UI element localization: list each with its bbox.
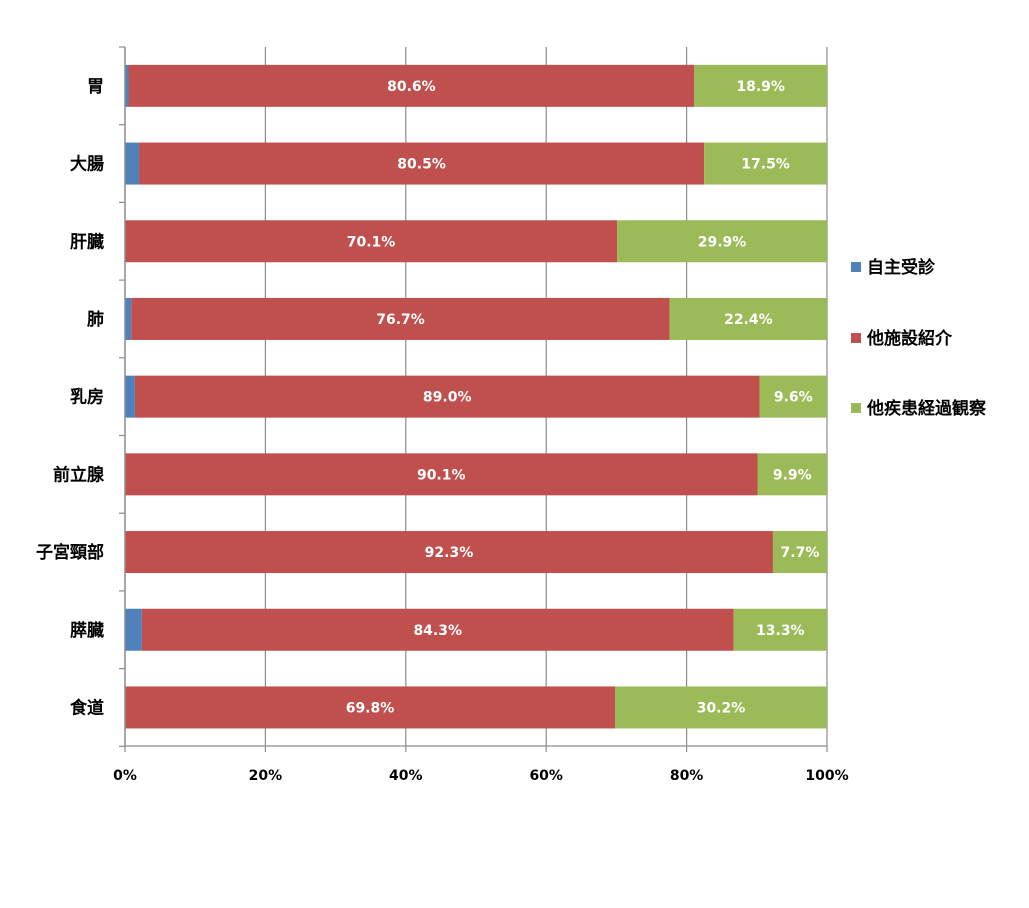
data-label: 80.5% <box>397 157 446 173</box>
bar-segment <box>125 531 773 574</box>
bar-segment <box>131 297 670 340</box>
data-label: 18.9% <box>736 79 785 95</box>
data-label: 90.1% <box>417 467 466 483</box>
data-label: 70.1% <box>347 234 396 250</box>
bar-segment <box>772 531 827 574</box>
bar-segment <box>125 142 140 185</box>
category-label: 子宮頸部 <box>36 542 104 563</box>
bar-segment <box>669 297 827 340</box>
category-label: 肝臓 <box>70 232 104 252</box>
bar-segment <box>614 686 827 729</box>
category-label: 肺 <box>87 310 104 330</box>
labels: 0% 20% 40% 60% 80% 100% 胃 80.6% 18.9% 大腸 80.5% 17.5… <box>36 77 849 784</box>
category-label: 胃 <box>87 77 104 97</box>
data-label: 30.2% <box>697 700 746 716</box>
bar-segment <box>125 64 129 107</box>
data-label: 7.7% <box>781 545 820 561</box>
category-label: 膵臓 <box>70 620 104 641</box>
bar-segment <box>125 220 618 263</box>
data-label: 22.4% <box>724 312 773 328</box>
bar-segment <box>139 142 705 185</box>
bar-segment <box>125 297 132 340</box>
legend-swatch <box>851 333 861 343</box>
bar-segment <box>757 453 827 496</box>
category-label: 乳房 <box>70 387 104 408</box>
x-tick-label: 100% <box>805 768 848 784</box>
data-label: 92.3% <box>425 545 474 561</box>
bar-segment <box>125 453 758 496</box>
legend-swatch <box>851 262 861 272</box>
axes <box>119 46 828 752</box>
x-tick-label: 20% <box>249 768 283 784</box>
bar-segment <box>704 142 827 185</box>
data-label: 13.3% <box>756 623 805 639</box>
bar-segment <box>125 686 615 729</box>
data-label: 89.0% <box>423 390 472 406</box>
bar-segment <box>125 608 142 651</box>
x-tick-label: 0% <box>113 768 137 784</box>
bars <box>125 64 827 729</box>
category-label: 大腸 <box>70 154 104 175</box>
data-label: 69.8% <box>346 700 395 716</box>
bar-segment <box>759 375 827 418</box>
data-label: 17.5% <box>741 157 790 173</box>
data-label: 9.6% <box>774 390 813 406</box>
x-tick-label: 80% <box>670 768 704 784</box>
legend-label: 自主受診 <box>867 257 936 278</box>
bar-segment <box>125 375 135 418</box>
category-label: 前立腺 <box>53 464 105 485</box>
bar-segment <box>733 608 827 651</box>
category-label: 食道 <box>70 697 104 718</box>
legend-label: 他疾患経過観察 <box>866 398 987 419</box>
legend-label: 他施設紹介 <box>866 328 953 349</box>
legend-swatch <box>851 403 861 413</box>
data-label: 9.9% <box>773 467 812 483</box>
bar-segment <box>134 375 760 418</box>
bar-segment <box>694 64 827 107</box>
bar-segment <box>141 608 734 651</box>
bar-segment <box>617 220 827 263</box>
data-label: 84.3% <box>413 623 462 639</box>
bar-segment <box>128 64 695 107</box>
x-tick-label: 40% <box>389 768 423 784</box>
data-label: 29.9% <box>698 234 747 250</box>
x-tick-label: 60% <box>529 768 563 784</box>
data-label: 76.7% <box>376 312 425 328</box>
data-label: 80.6% <box>387 79 436 95</box>
